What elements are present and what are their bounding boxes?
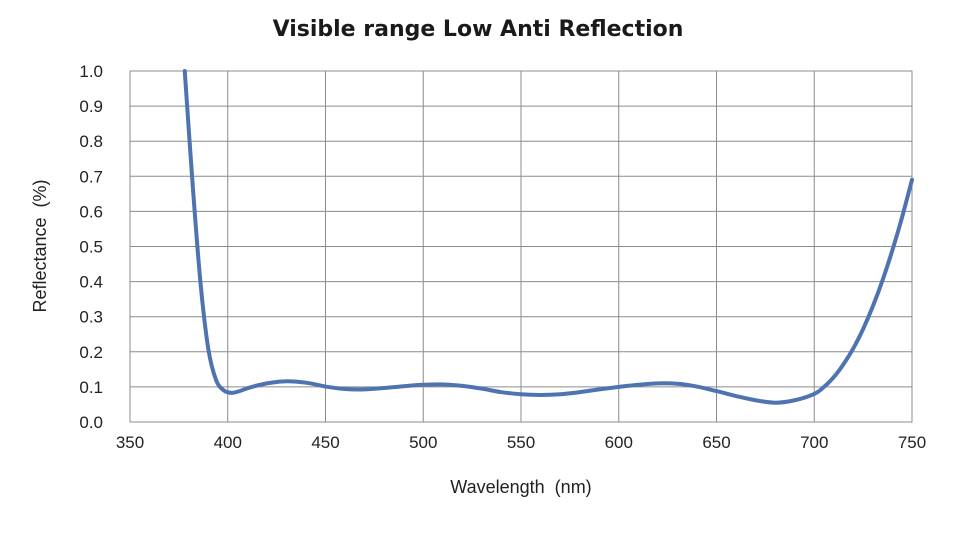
x-tick-labels: 350 400 450 500 550 600 650 700 750 [116,433,926,452]
y-tick-label: 0.8 [79,132,103,151]
chart-title: Visible range Low Anti Reflection [273,17,684,42]
x-axis-label: Wavelength (nm) [450,477,591,497]
series-line-0 [182,69,914,405]
y-tick-label: 0.1 [79,378,103,397]
x-tick-label: 450 [311,433,339,452]
y-tick-label: 0.4 [79,273,103,292]
y-tick-label: 0.6 [79,202,103,221]
x-tick-label: 500 [409,433,437,452]
y-tick-label: 1.0 [79,62,103,81]
y-axis-label: Reflectance (%) [30,179,50,312]
series-layer [182,69,914,405]
x-tick-label: 750 [898,433,926,452]
y-tick-label: 0.0 [79,413,103,432]
x-tick-label: 650 [702,433,730,452]
y-tick-label: 0.3 [79,308,103,327]
grid [129,70,913,423]
x-tick-label: 700 [800,433,828,452]
y-tick-label: 0.9 [79,97,103,116]
y-tick-labels: 0.0 0.1 0.2 0.3 0.4 0.5 0.6 0.7 0.8 0.9 1.0 [79,62,103,432]
x-tick-label: 350 [116,433,144,452]
x-tick-label: 400 [214,433,242,452]
x-tick-label: 550 [507,433,535,452]
y-tick-label: 0.5 [79,238,103,257]
y-tick-label: 0.2 [79,343,103,362]
x-tick-label: 600 [605,433,633,452]
plot-frame [129,70,913,423]
y-tick-label: 0.7 [79,167,103,186]
